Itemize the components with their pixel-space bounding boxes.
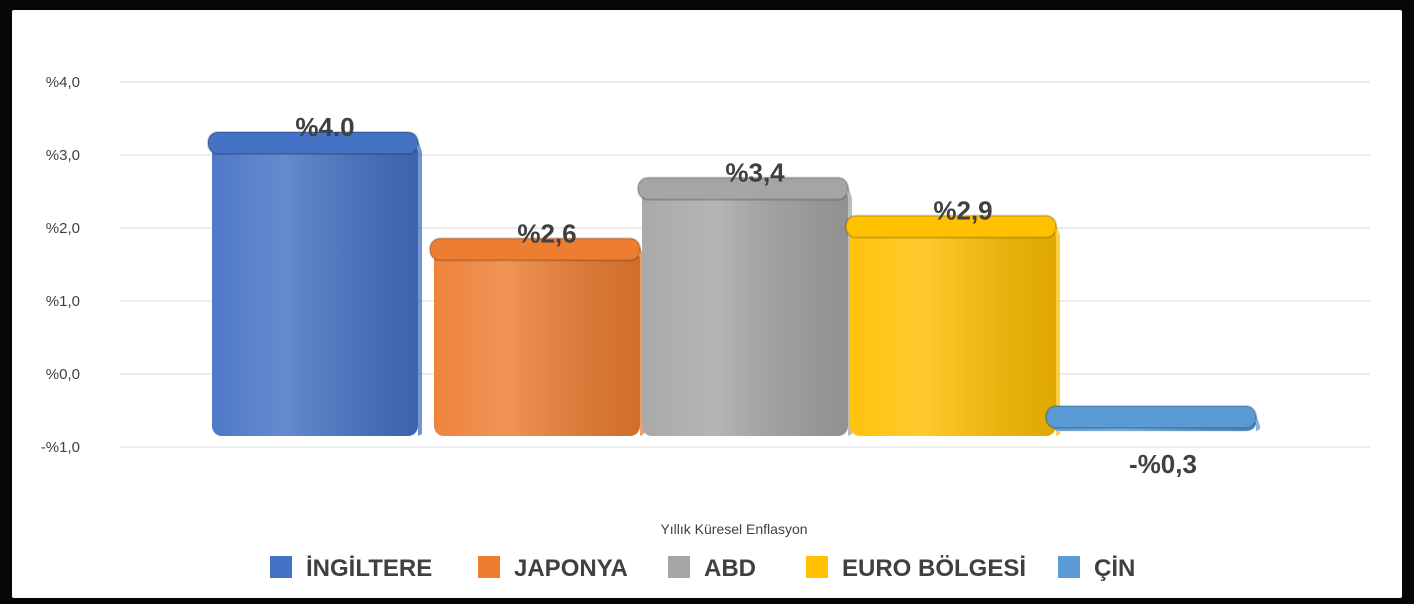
bar [845, 214, 1060, 436]
legend-label: ÇİN [1094, 555, 1135, 582]
data-label: %4.0 [295, 112, 354, 142]
bar [207, 131, 422, 436]
legend-label: İNGİLTERE [306, 555, 432, 582]
legend-item: JAPONYA [478, 555, 628, 582]
bar [637, 176, 852, 436]
bars [207, 131, 1260, 436]
data-label: %3,4 [725, 158, 785, 188]
y-tick-label: -%1,0 [41, 439, 80, 456]
data-labels: %4.0 %2,6 %3,4 %2,9 -%0,3 [295, 112, 1197, 479]
data-label: %2,6 [517, 218, 576, 248]
y-tick-label: %1,0 [46, 293, 80, 310]
legend-swatch [806, 556, 828, 578]
legend-swatch [668, 556, 690, 578]
legend-item: ABD [668, 555, 756, 582]
y-tick-label: %3,0 [46, 147, 80, 164]
legend-swatch [270, 556, 292, 578]
legend-item: EURO BÖLGESİ [806, 555, 1026, 582]
y-axis-ticks: -%1,0 %0,0 %1,0 %2,0 %3,0 %4,0 [41, 74, 80, 456]
legend-label: JAPONYA [514, 555, 628, 582]
legend: İNGİLTERE JAPONYA ABD EURO BÖLGESİ ÇİN [270, 555, 1135, 582]
legend-swatch [1058, 556, 1080, 578]
bar [1045, 405, 1260, 432]
data-label: -%0,3 [1129, 449, 1197, 479]
bar [429, 237, 644, 436]
x-axis-label: Yıllık Küresel Enflasyon [660, 521, 807, 537]
legend-label: EURO BÖLGESİ [842, 555, 1026, 582]
y-tick-label: %0,0 [46, 366, 80, 383]
legend-item: ÇİN [1058, 555, 1135, 582]
legend-item: İNGİLTERE [270, 555, 432, 582]
legend-label: ABD [704, 555, 756, 582]
y-tick-label: %2,0 [46, 220, 80, 237]
data-label: %2,9 [933, 196, 992, 226]
y-tick-label: %4,0 [46, 74, 80, 91]
legend-swatch [478, 556, 500, 578]
